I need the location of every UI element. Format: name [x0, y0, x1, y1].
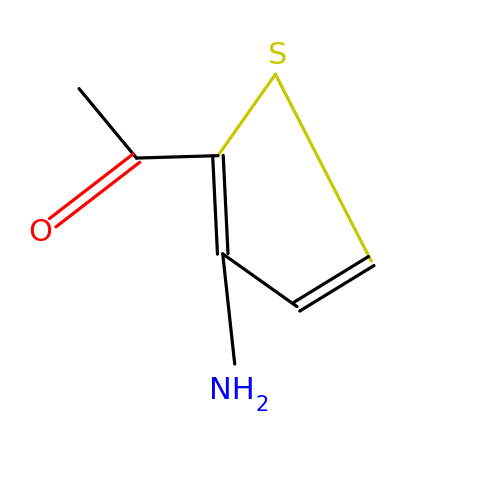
Text: NH: NH	[209, 376, 255, 405]
Text: O: O	[29, 218, 53, 247]
Text: 2: 2	[256, 395, 269, 415]
Text: S: S	[268, 41, 287, 69]
